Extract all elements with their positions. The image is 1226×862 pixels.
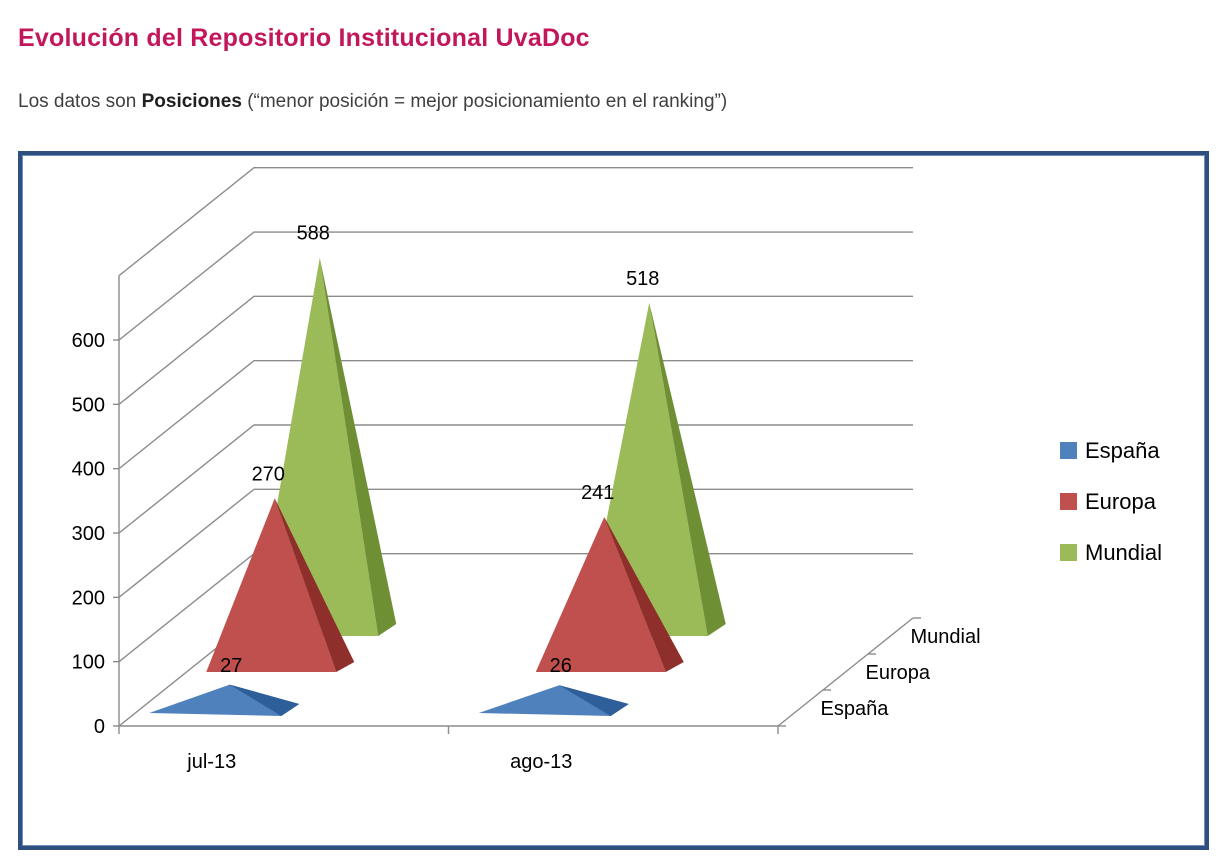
pyramid-mark (149, 684, 300, 716)
subtitle: Los datos son Posiciones (“menor posició… (18, 91, 727, 113)
y-tick-label: 0 (94, 716, 105, 738)
data-label: 27 (220, 655, 242, 677)
x-tick-label: jul-13 (186, 751, 236, 773)
labels: 27 26 270 241 588 518 (220, 223, 659, 677)
y-tick-label: 400 (72, 459, 105, 481)
pyramid-side (319, 257, 397, 636)
page-title: Evolución del Repositorio Institucional … (18, 24, 590, 52)
pyramid-side (229, 684, 300, 716)
pyramid-mark (535, 516, 684, 672)
subtitle-strong: Posiciones (141, 91, 242, 112)
legend-swatch (1060, 544, 1077, 561)
legend: España Europa Mundial (1060, 438, 1162, 565)
pyramid-mark (478, 685, 629, 716)
y-tick-label: 300 (72, 523, 105, 545)
subtitle-prefix: Los datos son (18, 91, 142, 112)
legend-item: Mundial (1060, 540, 1162, 565)
legend-item: Europa (1060, 489, 1157, 514)
gridline (118, 231, 913, 341)
pyramid-face (478, 685, 629, 716)
back-wall (254, 167, 913, 618)
pyramid-side (559, 685, 629, 716)
y-tick-label: 100 (72, 652, 105, 674)
pyramid-face (149, 684, 300, 716)
chart-frame: 0 100 200 300 400 500 600 jul-13 ago-13 España Eur… (18, 151, 1209, 850)
depth-axis-line (777, 617, 914, 727)
y-tick-label: 600 (72, 330, 105, 352)
legend-swatch (1060, 442, 1077, 459)
gridline (118, 359, 913, 470)
pyramids (149, 257, 726, 716)
data-label: 588 (297, 223, 330, 245)
data-label: 518 (626, 268, 659, 290)
legend-label: Mundial (1085, 540, 1162, 565)
y-tick-label: 200 (72, 587, 105, 609)
depth-label: Mundial (911, 626, 981, 648)
pyramid-chart: 0 100 200 300 400 500 600 jul-13 ago-13 España Eur… (72, 166, 1162, 773)
depth-label: Europa (866, 662, 931, 684)
gridline (118, 424, 913, 534)
depth-label: España (821, 698, 890, 720)
x-tick-label: ago-13 (510, 751, 572, 773)
chart-walls (119, 167, 913, 726)
pyramid-side (604, 516, 684, 672)
data-label: 270 (252, 463, 285, 485)
legend-label: Europa (1085, 489, 1157, 514)
data-label: 26 (550, 655, 572, 677)
pyramid-face (535, 516, 666, 672)
y-tick-label: 500 (72, 394, 105, 416)
legend-label: España (1085, 438, 1160, 463)
data-label: 241 (581, 482, 614, 504)
gridline (118, 166, 913, 277)
legend-swatch (1060, 493, 1077, 510)
pyramid-side (649, 302, 726, 636)
gridline (118, 295, 913, 405)
pyramid-face (206, 498, 337, 672)
side-wall (119, 167, 254, 726)
pyramid-side (274, 498, 355, 672)
subtitle-suffix: (“menor posición = mejor posicionamiento… (241, 91, 728, 112)
axes: 0 100 200 300 400 500 600 jul-13 ago-13 España Eur… (72, 275, 981, 773)
pyramid-mark (206, 498, 355, 672)
legend-item: España (1060, 438, 1160, 463)
